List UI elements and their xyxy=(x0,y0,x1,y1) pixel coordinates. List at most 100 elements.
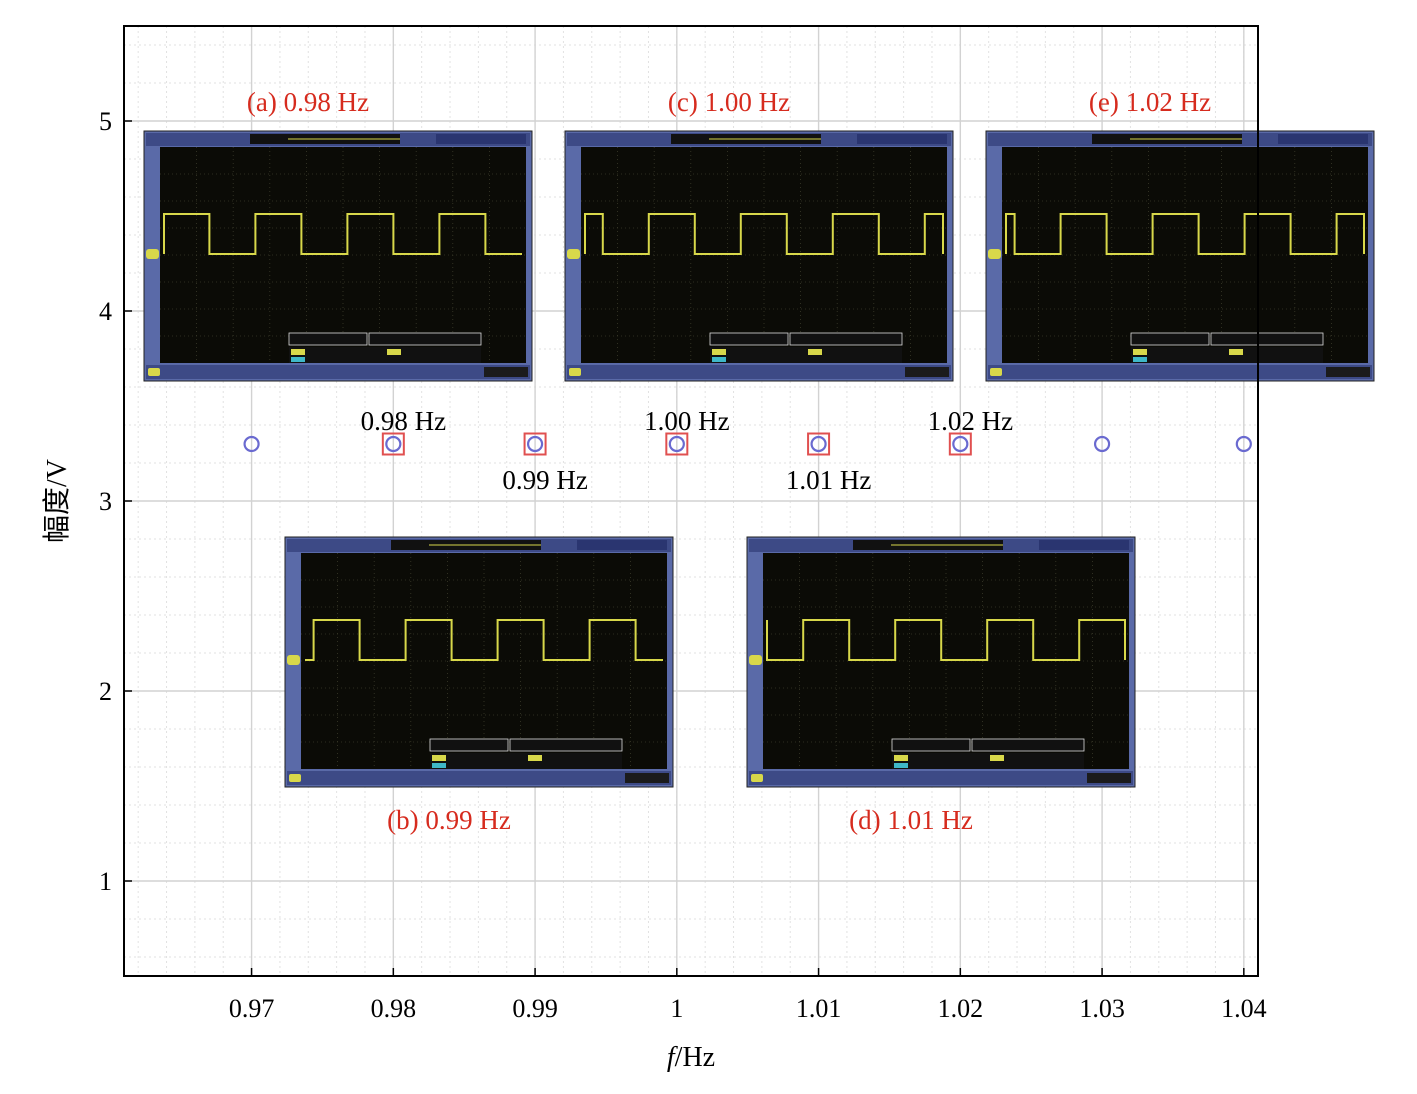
oscilloscope-inset: (c) 1.00 Hz xyxy=(564,87,954,382)
scope-meas-swatch xyxy=(291,349,305,355)
scope-top-right xyxy=(577,540,667,550)
scope-meas-box xyxy=(971,738,1085,752)
scope-meas-panel xyxy=(892,753,1084,769)
scope-trace xyxy=(305,619,663,661)
scope-meas-box xyxy=(368,332,482,346)
data-point-circle xyxy=(810,435,827,453)
data-point-circle xyxy=(385,435,402,453)
scope-channel-marker xyxy=(749,655,762,665)
x-tick-label: 0.98 xyxy=(371,994,417,1023)
x-axis-label-unit: /Hz xyxy=(675,1042,715,1073)
x-tick-label: 1.01 xyxy=(796,994,842,1023)
inset-caption: (a) 0.98 Hz xyxy=(247,87,369,117)
scope-meas-box xyxy=(509,738,623,752)
scope-top-right xyxy=(1278,134,1368,144)
oscilloscope-inset: (a) 0.98 Hz xyxy=(143,87,533,382)
point-label: 1.00 Hz xyxy=(644,406,729,436)
scope-top-right xyxy=(857,134,947,144)
scope-trace xyxy=(163,213,522,255)
data-point-square xyxy=(807,432,831,456)
x-tick-label: 0.99 xyxy=(512,994,558,1023)
scope-meas-swatch xyxy=(528,755,542,761)
scope-bottom-marker xyxy=(569,368,581,376)
scope-meas-box xyxy=(1210,332,1324,346)
point-label: 0.98 Hz xyxy=(361,406,446,436)
y-tick-label: 2 xyxy=(99,677,112,706)
scope-meas-box xyxy=(789,332,903,346)
y-tick-label: 1 xyxy=(99,867,112,896)
scope-bottom-bar xyxy=(146,365,530,379)
scope-bottom-bar xyxy=(749,771,1133,785)
scope-meas-swatch xyxy=(712,357,726,362)
scope-meas-panel xyxy=(1131,347,1323,363)
scope-meas-swatch xyxy=(291,357,305,362)
scope-bottom-marker xyxy=(990,368,1002,376)
scope-channel-marker xyxy=(287,655,300,665)
scope-meas-box xyxy=(429,738,509,752)
chart-texts: 0.98 Hz 0.99 Hz 1.00 Hz 1.01 Hz 1.02 Hz xyxy=(361,406,1013,495)
data-point-square xyxy=(381,432,405,456)
scope-bottom-box xyxy=(905,367,949,377)
scope-meas-panel xyxy=(710,347,902,363)
scope-trace xyxy=(584,213,944,255)
scope-meas-swatch xyxy=(808,349,822,355)
scope-meas-box xyxy=(891,738,971,752)
data-point-circle xyxy=(1235,435,1252,453)
y-tick-label: 4 xyxy=(99,297,112,326)
x-tick-label: 0.97 xyxy=(229,994,275,1023)
y-tick-label: 3 xyxy=(99,487,112,516)
x-tick-label: 1.02 xyxy=(938,994,984,1023)
scope-meas-swatch xyxy=(894,763,908,768)
scope-channel-marker xyxy=(988,249,1001,259)
scope-bottom-bar xyxy=(287,771,671,785)
scope-meas-swatch xyxy=(432,763,446,768)
scope-meas-swatch xyxy=(432,755,446,761)
oscilloscope-insets: (a) 0.98 Hz (b) 0.99 Hz (c) 1.00 Hz (d) 1.0… xyxy=(143,87,1375,835)
scope-meas-swatch xyxy=(712,349,726,355)
scope-meas-panel xyxy=(430,753,622,769)
inset-caption: (d) 1.01 Hz xyxy=(849,805,973,835)
scope-bottom-marker xyxy=(289,774,301,782)
point-label: 0.99 Hz xyxy=(502,465,587,495)
point-label: 1.02 Hz xyxy=(928,406,1013,436)
scope-channel-marker xyxy=(567,249,580,259)
scope-bottom-box xyxy=(625,773,669,783)
scope-meas-swatch xyxy=(1229,349,1243,355)
inset-caption: (b) 0.99 Hz xyxy=(387,805,511,835)
y-axis-label: 幅度/V xyxy=(41,459,73,543)
inset-caption: (e) 1.02 Hz xyxy=(1089,87,1211,117)
oscilloscope-inset: (b) 0.99 Hz xyxy=(284,536,674,835)
data-point-circle xyxy=(526,435,544,453)
scope-bottom-box xyxy=(484,367,528,377)
data-point-circle xyxy=(1093,435,1111,453)
axes: 0.97 0.98 0.99 1 1.01 1.02 1.03 1.04 1 2 3 4 5 f/Hz 幅度… xyxy=(41,107,1267,1073)
scope-meas-box xyxy=(288,332,368,346)
scope-meas-box xyxy=(1130,332,1210,346)
scope-bottom-marker xyxy=(751,774,763,782)
scope-trace xyxy=(766,619,1126,661)
scope-bottom-box xyxy=(1087,773,1131,783)
scope-top-right xyxy=(436,134,526,144)
data-point-square xyxy=(948,432,972,456)
data-point-circle xyxy=(243,435,260,453)
y-tick-label: 5 xyxy=(99,107,112,136)
x-axis-label-symbol: f xyxy=(667,1042,678,1073)
scope-channel-marker xyxy=(146,249,159,259)
inset-caption: (c) 1.00 Hz xyxy=(668,87,790,117)
scope-meas-swatch xyxy=(894,755,908,761)
scope-trace xyxy=(1005,213,1365,255)
data-point-square xyxy=(523,432,547,456)
scope-meas-box xyxy=(709,332,789,346)
data-point-circle xyxy=(952,435,969,453)
scope-top-right xyxy=(1039,540,1129,550)
scope-bottom-box xyxy=(1326,367,1370,377)
scope-bottom-bar xyxy=(988,365,1372,379)
data-point-square xyxy=(665,432,689,456)
x-tick-label: 1.04 xyxy=(1221,994,1267,1023)
x-tick-label: 1.03 xyxy=(1079,994,1125,1023)
x-axis-label: f/Hz xyxy=(667,1042,715,1073)
x-tick-label: 1 xyxy=(670,994,683,1023)
oscilloscope-inset: (d) 1.01 Hz xyxy=(746,536,1136,835)
scope-bottom-marker xyxy=(148,368,160,376)
